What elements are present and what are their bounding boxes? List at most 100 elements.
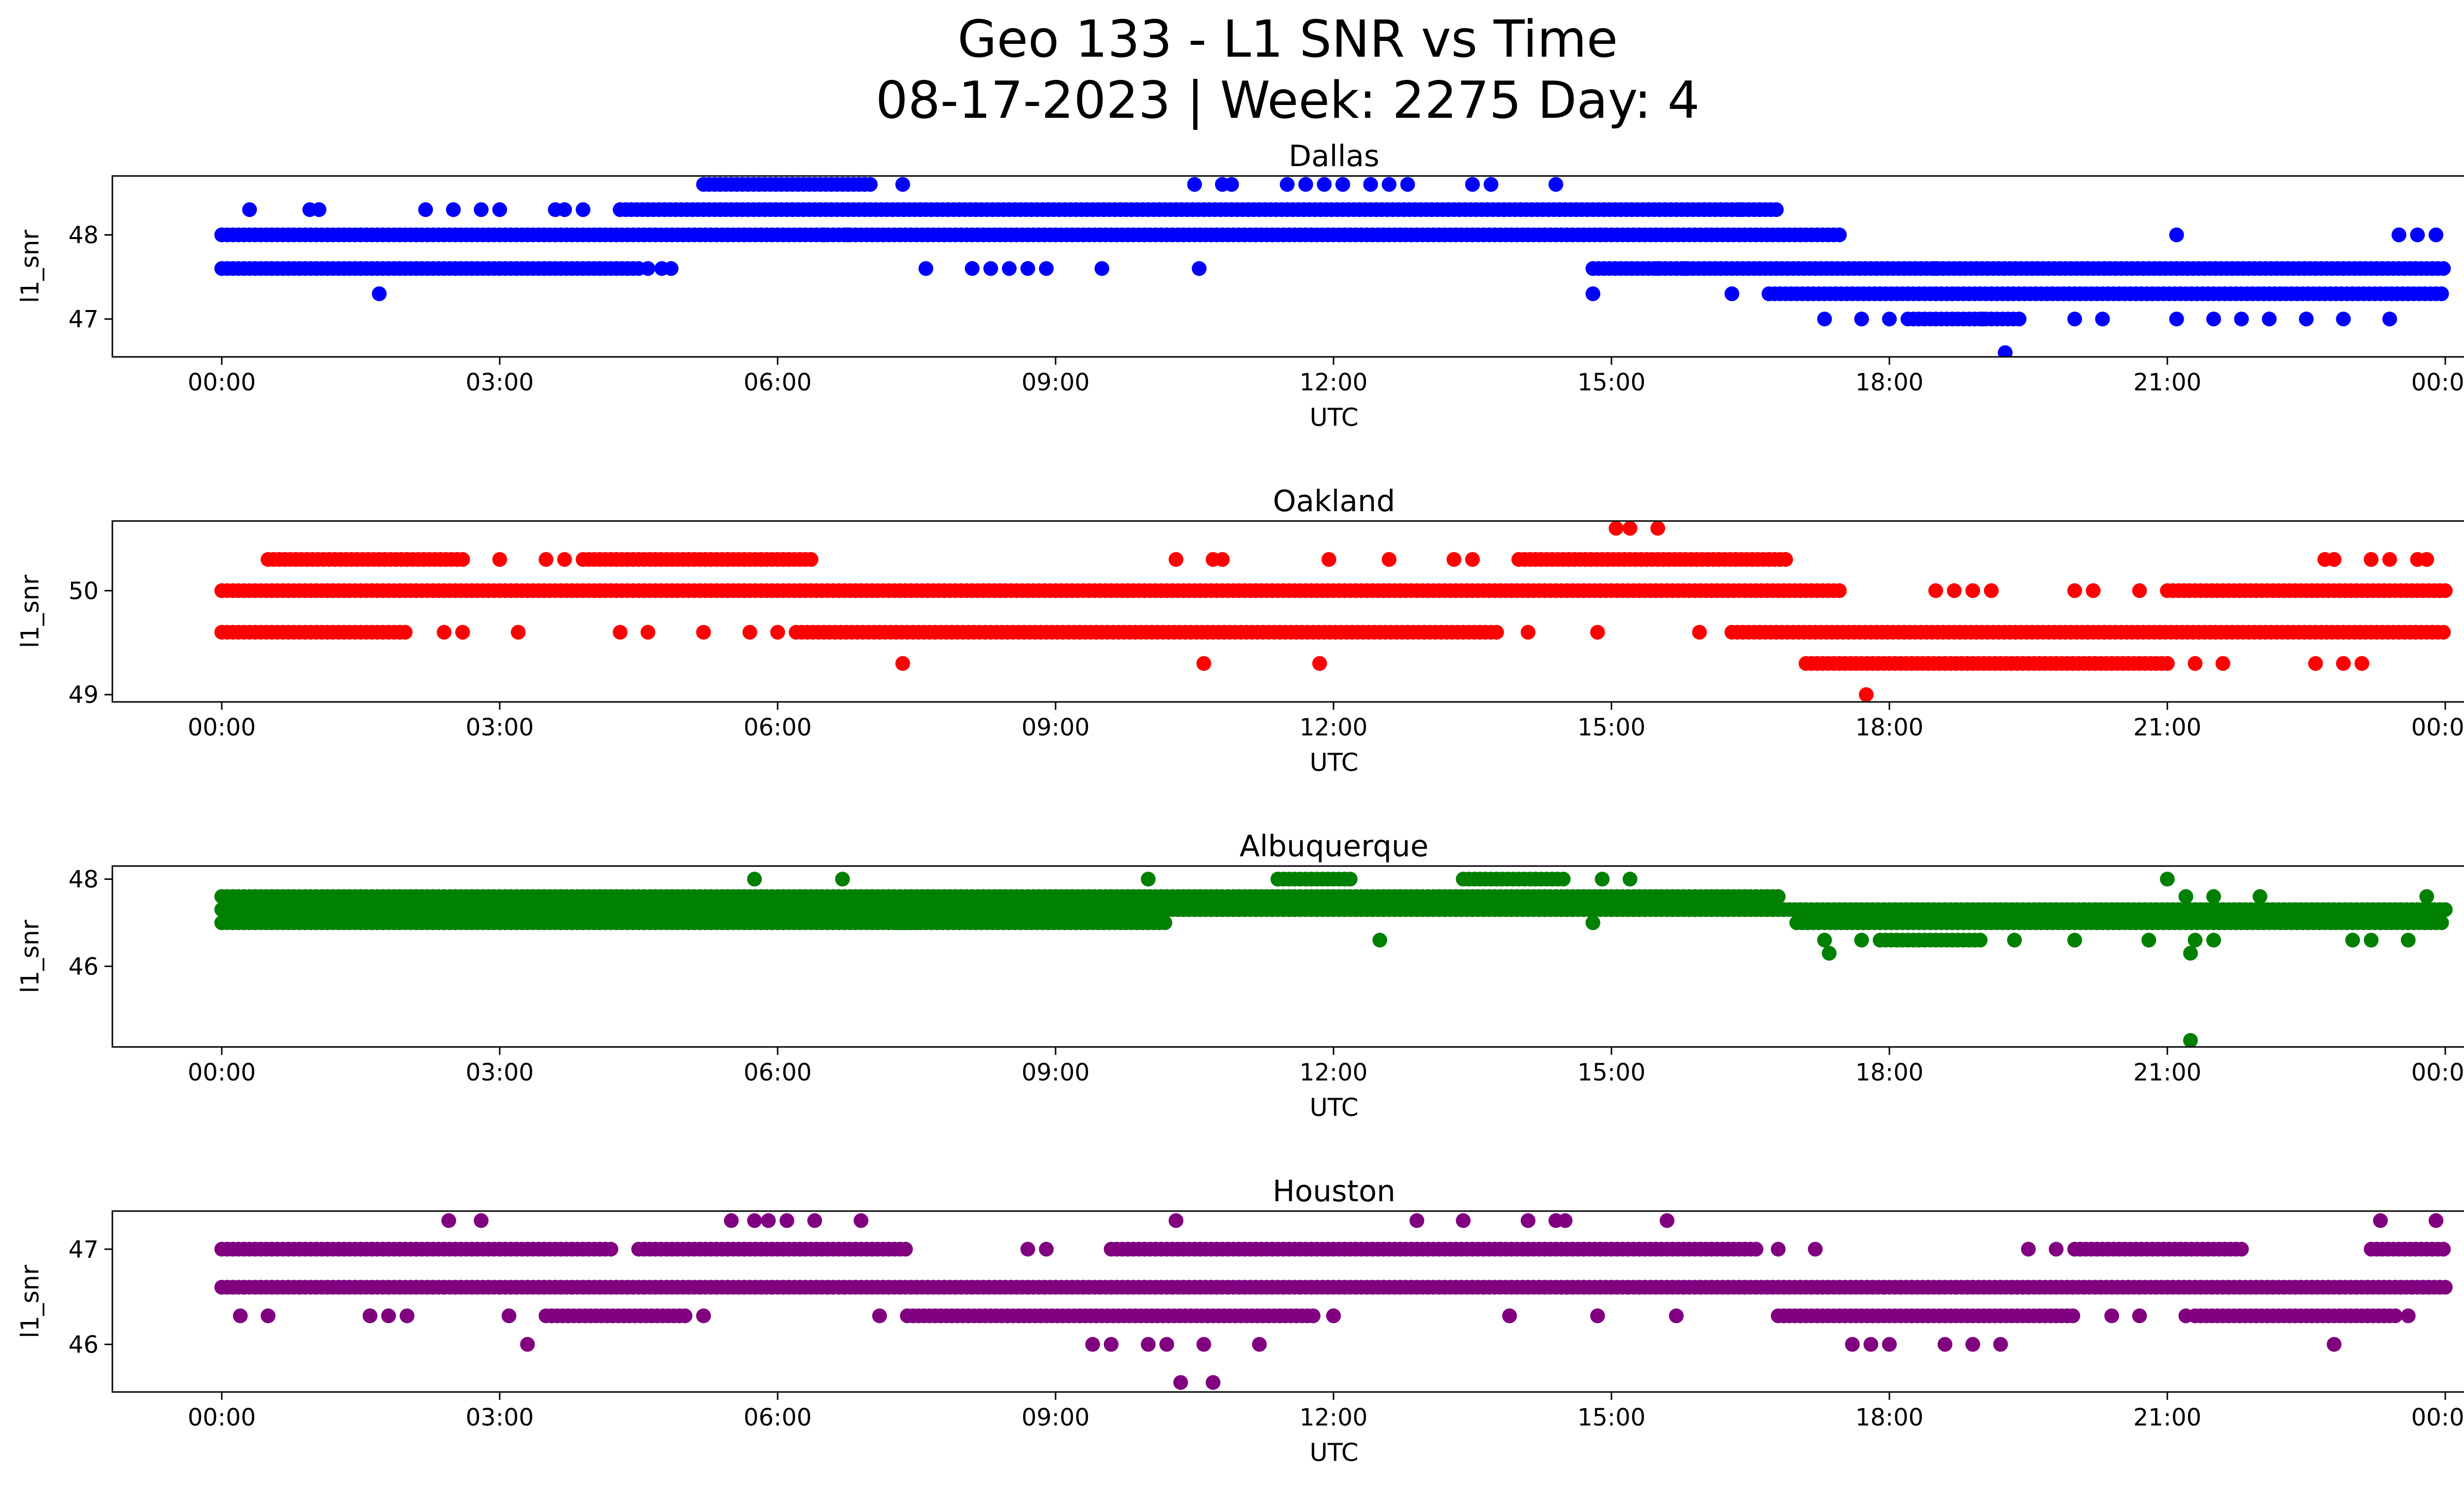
data-point <box>1465 552 1480 567</box>
data-point <box>539 552 553 567</box>
data-point <box>2169 227 2184 243</box>
figure-title-line2: 08-17-2023 | Week: 2275 Day: 4 <box>875 71 1700 130</box>
data-point <box>2434 915 2449 930</box>
data-point <box>261 1308 275 1323</box>
data-point <box>895 656 910 671</box>
data-point <box>2382 312 2397 327</box>
data-point <box>501 1308 516 1323</box>
data-point <box>1965 1337 1981 1352</box>
x-tick-label: 12:00 <box>1300 369 1368 396</box>
point-band <box>900 1308 1321 1323</box>
data-point <box>1215 552 1230 567</box>
data-point <box>2086 583 2101 598</box>
data-point <box>1595 871 1610 887</box>
data-point <box>2438 1280 2453 1295</box>
data-point <box>2132 1308 2147 1323</box>
data-point <box>455 625 470 640</box>
data-point <box>1659 1213 1675 1228</box>
x-tick-label: 18:00 <box>1855 1404 1923 1431</box>
data-point <box>2253 889 2267 904</box>
x-tick-label: 21:00 <box>2133 1404 2201 1431</box>
data-point <box>1937 1337 1952 1352</box>
data-point <box>817 227 831 243</box>
x-tick-label: 12:00 <box>1300 1059 1368 1086</box>
x-tick-label: 00:00 <box>2411 714 2464 741</box>
data-point <box>2183 945 2198 961</box>
x-tick-label: 00:00 <box>188 369 256 396</box>
data-point <box>1141 1337 1156 1352</box>
point-band <box>1761 286 2449 301</box>
subplot-title: Houston <box>1272 1174 1395 1209</box>
data-point <box>2065 1308 2081 1323</box>
subplot-albuquerque: Albuquerque 00:00 03:00 06:00 09:00 12:00 15:0… <box>16 829 2464 1122</box>
x-tick-label: 06:00 <box>744 714 812 741</box>
data-point <box>242 202 257 217</box>
data-point <box>311 202 327 217</box>
data-point <box>2206 933 2221 948</box>
data-point <box>2327 1337 2342 1352</box>
point-band <box>214 625 413 640</box>
data-point <box>898 1242 913 1257</box>
data-point <box>1817 933 1832 948</box>
data-point <box>1748 1242 1764 1257</box>
data-point <box>1465 177 1480 192</box>
point-band <box>1103 1242 1764 1257</box>
data-point <box>2234 312 2249 327</box>
data-point <box>1724 286 1740 301</box>
data-point <box>1312 656 1327 671</box>
subplot-title: Oakland <box>1273 484 1395 519</box>
subplot-houston: Houston 00:00 03:00 06:00 09:00 12:00 15:00 18:… <box>16 1174 2464 1467</box>
y-tick-label: 47 <box>68 306 99 333</box>
data-point <box>1590 1308 1605 1323</box>
data-point <box>2188 933 2203 948</box>
data-point <box>2169 312 2184 327</box>
y-tick-label: 48 <box>68 221 99 249</box>
data-point <box>872 1308 887 1323</box>
x-tick-label: 03:00 <box>466 369 534 396</box>
data-point <box>803 552 819 567</box>
x-tick-label: 09:00 <box>1022 369 1090 396</box>
data-point <box>1984 583 1999 598</box>
data-point <box>1548 177 1564 192</box>
data-point <box>418 202 433 217</box>
data-point <box>398 625 413 640</box>
data-point <box>437 625 452 640</box>
data-point <box>696 1308 711 1323</box>
data-point <box>2007 933 2022 948</box>
point-band <box>214 889 1786 904</box>
data-point <box>1928 583 1943 598</box>
x-tick-label: 09:00 <box>1022 1404 1090 1431</box>
data-point <box>1928 261 1943 276</box>
data-point <box>2067 312 2082 327</box>
x-tick-label: 06:00 <box>744 369 812 396</box>
data-point <box>1993 1337 2008 1352</box>
point-band <box>214 1280 2453 1295</box>
data-point <box>1372 933 1387 948</box>
data-point <box>1622 871 1638 887</box>
axes-frame <box>111 1210 2464 1393</box>
y-tick-label: 46 <box>68 953 99 980</box>
data-point <box>1520 625 1536 640</box>
data-point <box>1173 1375 1188 1390</box>
data-point <box>1882 312 1897 327</box>
data-point <box>2183 1033 2198 1047</box>
point-band <box>1724 625 2451 640</box>
data-point <box>840 227 855 243</box>
data-point <box>474 202 489 217</box>
x-tick-label: 06:00 <box>744 1059 812 1086</box>
point-band <box>1873 933 1988 948</box>
data-point <box>576 202 591 217</box>
data-point <box>1975 312 1989 327</box>
data-point <box>1409 1213 1425 1228</box>
data-point <box>663 261 679 276</box>
data-point <box>1103 1337 1119 1352</box>
data-point <box>1808 1242 1823 1257</box>
data-point <box>854 1213 869 1228</box>
data-point <box>1832 583 1847 598</box>
x-axis-label: UTC <box>1309 1438 1358 1467</box>
data-point <box>2234 1242 2249 1257</box>
data-point <box>2336 656 2351 671</box>
data-point <box>678 1308 692 1323</box>
data-point <box>1585 915 1601 930</box>
data-point <box>1252 1337 1267 1352</box>
